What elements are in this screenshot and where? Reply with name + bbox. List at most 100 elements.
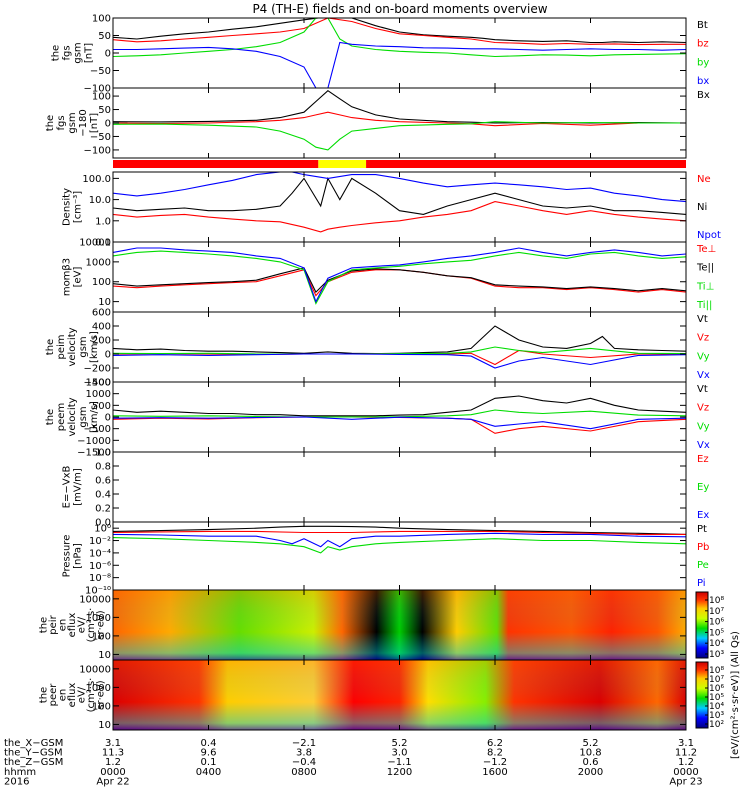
x-axis-value: 0400 bbox=[196, 767, 221, 778]
colorbar-tick-label: 10³ bbox=[709, 711, 724, 721]
series-line-peem_velocity-0 bbox=[113, 395, 686, 417]
y-axis-label-line: [nT] bbox=[84, 43, 95, 63]
y-axis-label-line: gsm bbox=[78, 406, 89, 427]
legend-label: Ez bbox=[697, 454, 709, 465]
y-axis-label-line: sr·eV) bbox=[95, 610, 106, 639]
y-axis-label-line: gsm bbox=[73, 42, 84, 63]
y-tick-label: 0 bbox=[105, 413, 111, 424]
y-tick-label: −1500 bbox=[77, 448, 111, 459]
colorbar-tick-label: 10² bbox=[709, 720, 724, 730]
y-axis-label-line: the bbox=[39, 617, 50, 633]
y-tick-label: 100 bbox=[92, 277, 111, 288]
y-axis-label-line: (cm²·s· bbox=[86, 678, 97, 713]
x-axis-value: −0.4 bbox=[292, 757, 316, 768]
y-tick-label: 1000 bbox=[86, 257, 111, 268]
x-axis-value: 3.1 bbox=[678, 738, 694, 749]
y-axis-label-line: [nT] bbox=[89, 113, 100, 133]
x-axis-value: 1600 bbox=[482, 767, 507, 778]
legend-label: Pb bbox=[697, 542, 709, 553]
legend-label: by bbox=[697, 57, 709, 68]
legend-label: Vy bbox=[697, 351, 710, 362]
y-tick-label: 10000 bbox=[79, 664, 111, 675]
x-axis-value: 0.1 bbox=[201, 757, 217, 768]
y-axis-label-line: [km/s] bbox=[89, 401, 100, 433]
y-tick-label: 1000 bbox=[86, 389, 111, 400]
y-tick-label: 10 bbox=[98, 720, 111, 731]
x-axis-value: 8.2 bbox=[487, 748, 503, 759]
y-tick-label: 1.0 bbox=[95, 216, 111, 227]
y-tick-label: 1000 bbox=[86, 683, 111, 694]
y-axis-label: thepeerenefluxeV/(cm²·s·sr·eV) bbox=[39, 678, 107, 713]
y-tick-label: 0.4 bbox=[95, 490, 111, 501]
y-axis-label-line: sr·eV) bbox=[95, 680, 106, 709]
panel-peir_eflux: 10⁸10⁷10⁶10⁵10⁴10³10000100010010thepeire… bbox=[39, 589, 724, 661]
y-axis-label-line: velocity bbox=[67, 327, 78, 366]
y-tick-label: 50 bbox=[98, 105, 111, 116]
y-tick-label: 10 bbox=[98, 650, 111, 661]
x-axis-value: 9.6 bbox=[201, 748, 217, 759]
y-axis-label-line: peem bbox=[56, 403, 67, 431]
series-line-density-2 bbox=[113, 172, 686, 203]
y-tick-label: 1000 bbox=[86, 613, 111, 624]
x-axis-value: 3.1 bbox=[105, 738, 121, 749]
y-tick-label: −50 bbox=[90, 66, 111, 77]
x-axis-row-label: 2016 bbox=[4, 776, 29, 787]
legend-label: Pe bbox=[697, 560, 709, 571]
x-axis-value: 11.2 bbox=[675, 748, 697, 759]
colorbar-tick-label: 10⁵ bbox=[709, 693, 724, 703]
y-tick-label: 100 bbox=[92, 701, 111, 712]
x-axis-value: 0.4 bbox=[201, 738, 217, 749]
legend-label: Ni bbox=[697, 202, 707, 213]
y-tick-label: 10.0 bbox=[89, 195, 111, 206]
y-tick-label: 10000 bbox=[79, 594, 111, 605]
y-tick-label: 10⁻¹⁰ bbox=[85, 586, 111, 597]
figure-title: P4 (TH-E) fields and on-board moments ov… bbox=[252, 2, 547, 16]
legend-label: Bt bbox=[697, 20, 708, 31]
y-axis-label: thepeimvelocitygsm[km/s] bbox=[45, 327, 100, 366]
heatmap-overlay bbox=[113, 590, 686, 660]
series-line-temperature-1 bbox=[113, 267, 686, 294]
legend-label: Ex bbox=[697, 510, 709, 521]
series-line-fgs_m180-0 bbox=[113, 90, 686, 124]
y-axis-label-line: fgs bbox=[62, 45, 73, 60]
y-tick-label: −50 bbox=[90, 132, 111, 143]
x-axis-row-label: the_X−GSM bbox=[4, 738, 63, 749]
heatmap-overlay bbox=[113, 660, 686, 730]
colorbar-tick-label: 10⁷ bbox=[709, 675, 724, 685]
legend-label: Vx bbox=[697, 370, 710, 381]
x-axis-value: Apr 23 bbox=[669, 776, 702, 787]
series-line-density-0 bbox=[113, 201, 686, 233]
panel-pressure: PtPbPePi10⁰10⁻²10⁻⁴10⁻⁶10⁻⁸10⁻¹⁰Pressure… bbox=[62, 521, 709, 597]
y-axis-label-line: the bbox=[45, 409, 56, 425]
y-tick-label: 0 bbox=[105, 49, 111, 60]
colorbar-peer_eflux bbox=[695, 661, 709, 729]
legend-label: Te|| bbox=[696, 263, 714, 274]
legend-label: bx bbox=[697, 76, 709, 87]
y-axis-label-line: en bbox=[58, 689, 69, 702]
x-axis-row-label: hhmm bbox=[4, 767, 36, 778]
panel-efield: Ez Ey Ex 1.0 0.8 0.6 0.4 0.2 0.0 E=−VxB[mV/m] bbox=[62, 448, 710, 529]
panel-fgs_m180: Bx 100 50 0 −50 −100 thefgsgsm−180[nT] bbox=[45, 87, 710, 159]
y-tick-label: 10 bbox=[98, 297, 111, 308]
y-axis-label-line: velocity bbox=[67, 397, 78, 436]
y-axis-label: Density[cm⁻³] bbox=[62, 188, 84, 226]
y-tick-label: −500 bbox=[84, 424, 111, 435]
series-line-fgs-1 bbox=[113, 18, 686, 46]
y-tick-label: 400 bbox=[92, 322, 111, 333]
mode-bar-segment bbox=[113, 160, 319, 168]
colorbar-tick-label: 10⁴ bbox=[709, 639, 724, 649]
colorbar-tick-label: 10⁷ bbox=[709, 607, 724, 617]
panel-temperature: Te⊥ Te|| Ti⊥ Ti|| 10000 1000 100 10 momβ3[eV] bbox=[62, 238, 716, 313]
y-tick-label: 100 bbox=[92, 14, 111, 25]
series-line-peem_velocity-3 bbox=[113, 416, 686, 430]
y-axis-label-line: the bbox=[39, 687, 50, 703]
series-line-density-1 bbox=[113, 176, 686, 215]
y-tick-label: −1000 bbox=[77, 436, 111, 447]
y-axis-label-line: momβ3 bbox=[62, 258, 73, 296]
x-axis-value: 5.2 bbox=[392, 738, 408, 749]
colorbar-label: [eV/(cm²·s·sr·eV)] (All Qs) bbox=[730, 631, 741, 759]
y-axis-label-line: eflux bbox=[67, 683, 78, 708]
x-axis-value: 3.8 bbox=[296, 748, 312, 759]
